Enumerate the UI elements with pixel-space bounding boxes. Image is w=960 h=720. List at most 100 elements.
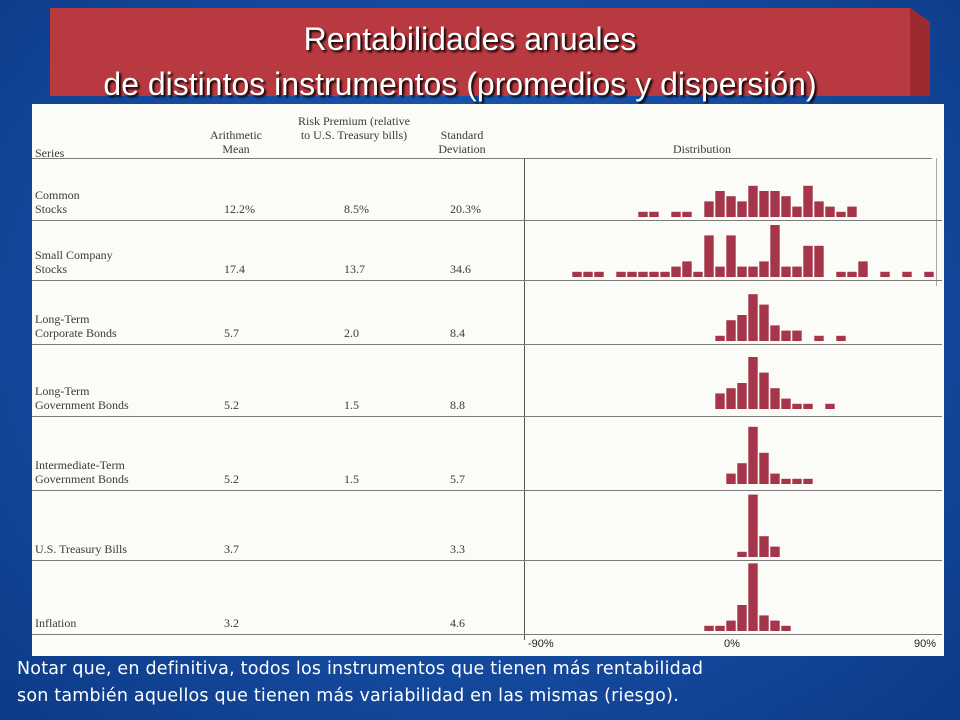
cell-std: 34.6 <box>450 262 471 276</box>
histogram-bar <box>682 211 692 217</box>
histogram-bar <box>858 261 868 277</box>
histogram-bar <box>704 625 714 631</box>
cell-premium: 1.5 <box>344 398 359 412</box>
histogram-bar <box>726 320 736 341</box>
series-name: Long-Term Corporate Bonds <box>35 312 117 340</box>
histogram-bar <box>803 478 813 484</box>
cell-mean: 12.2% <box>224 202 255 216</box>
slide-title-line-2: de distintos instrumentos (promedios y d… <box>103 66 817 102</box>
histogram-common-stocks <box>638 185 857 217</box>
histogram-bar <box>649 271 659 277</box>
histogram-bar <box>737 605 747 631</box>
histogram-bar <box>737 201 747 217</box>
histogram-bar <box>814 335 824 341</box>
histogram-bar <box>836 211 846 217</box>
histogram-bar <box>594 271 604 277</box>
cell-premium: 8.5% <box>344 202 369 216</box>
slide-title-line-1: Rentabilidades anuales <box>303 21 637 57</box>
cell-mean: 3.2 <box>224 616 239 630</box>
histogram-bar <box>803 245 813 277</box>
axis-label-zero: 0% <box>724 638 740 650</box>
histogram-bar <box>715 393 725 409</box>
histogram-bar <box>737 463 747 484</box>
histogram-bar <box>770 620 780 631</box>
histogram-bar <box>748 563 758 631</box>
histogram-bar <box>847 206 857 217</box>
footer-note: Notar que, en definitiva, todos los inst… <box>17 656 952 710</box>
histogram-bar <box>770 546 780 557</box>
table-bottom-rule <box>32 634 942 635</box>
histogram-bar <box>737 383 747 409</box>
histogram-bar <box>781 398 791 409</box>
histogram-bar <box>770 325 780 341</box>
histogram-bar <box>781 478 791 484</box>
histogram-bar <box>781 625 791 631</box>
histogram-bar <box>693 271 703 277</box>
histogram-bar <box>704 201 714 217</box>
histogram-bar <box>759 372 769 409</box>
histogram-bar <box>748 294 758 341</box>
cell-mean: 5.7 <box>224 326 239 340</box>
series-name: Common Stocks <box>35 188 80 216</box>
cell-mean: 3.7 <box>224 542 239 556</box>
histogram-long-term-government-bonds <box>715 357 835 409</box>
histogram-bar <box>759 261 769 277</box>
histogram-bar <box>880 271 890 277</box>
histogram-bar <box>836 335 846 341</box>
histogram-bar <box>671 211 681 217</box>
histogram-bar <box>726 473 736 484</box>
histogram-bar <box>726 196 736 217</box>
axis-label-max: 90% <box>914 638 937 650</box>
series-name: Intermediate-Term Government Bonds <box>35 458 129 486</box>
histogram-bar <box>781 266 791 277</box>
histogram-bar <box>759 536 769 557</box>
footer-note-line-2: son también aquellos que tienen más vari… <box>17 686 679 706</box>
row-divider <box>32 560 942 561</box>
row-divider <box>32 280 942 281</box>
series-name: U.S. Treasury Bills <box>35 542 128 556</box>
histogram-bar <box>583 271 593 277</box>
histogram-bar <box>803 403 813 409</box>
histogram-bar <box>814 201 824 217</box>
series-name: Long-Term Government Bonds <box>35 384 129 412</box>
histogram-u-s-treasury-bills <box>737 494 780 557</box>
histogram-bar <box>572 271 582 277</box>
histogram-bar <box>660 271 670 277</box>
histogram-bar <box>781 330 791 341</box>
title-banner <box>50 8 930 96</box>
cell-premium: 13.7 <box>344 262 365 276</box>
histogram-bar <box>715 266 725 277</box>
histogram-bar <box>836 271 846 277</box>
row-divider <box>32 490 942 491</box>
histogram-bar <box>638 271 648 277</box>
header-series: Series <box>35 146 65 160</box>
header-standard-deviation: Standard Deviation <box>438 128 486 156</box>
series-name: Inflation <box>35 616 77 630</box>
row-divider <box>32 344 942 345</box>
histogram-bar <box>770 473 780 484</box>
histogram-bar <box>803 185 813 217</box>
histogram-bar <box>781 196 791 217</box>
axis-label-min: -90% <box>528 638 554 650</box>
histogram-bar <box>924 271 934 277</box>
histogram-bar <box>902 271 912 277</box>
histogram-bar <box>792 206 802 217</box>
cell-std: 8.4 <box>450 326 465 340</box>
header-risk-premium: Risk Premium (relative to U.S. Treasury … <box>298 114 410 142</box>
histogram-bar <box>737 551 747 557</box>
cell-premium: 1.5 <box>344 472 359 486</box>
header-arithmetic-mean: Arithmetic Mean <box>210 128 262 156</box>
histogram-bar <box>748 266 758 277</box>
row-divider <box>32 220 942 221</box>
histogram-bar <box>770 225 780 277</box>
histogram-bar <box>715 191 725 217</box>
histogram-bar <box>671 266 681 277</box>
cell-std: 4.6 <box>450 616 465 630</box>
histogram-bar <box>726 235 736 277</box>
histogram-bar <box>847 271 857 277</box>
distribution-right-border <box>936 158 937 286</box>
footer-note-line-1: Notar que, en definitiva, todos los inst… <box>17 659 704 679</box>
histogram-bar <box>770 191 780 217</box>
histogram-small-company-stocks <box>572 225 934 277</box>
histogram-intermediate-term-government-bonds <box>726 426 813 484</box>
